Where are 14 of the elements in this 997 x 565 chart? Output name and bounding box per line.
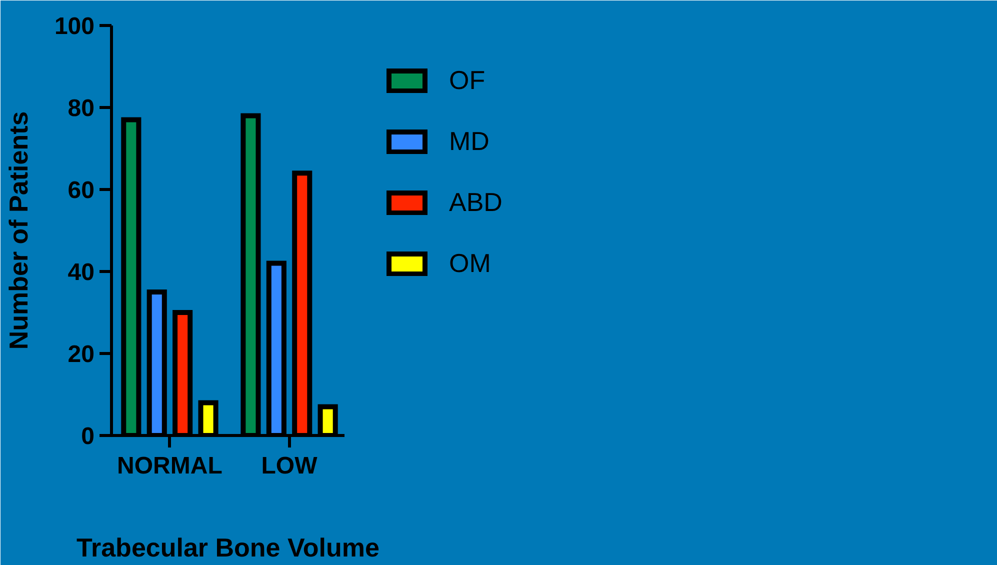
- y-tick-label: 0: [81, 423, 95, 450]
- legend-label: MD: [449, 126, 490, 157]
- legend-label: OF: [449, 65, 486, 96]
- y-tick-label: 40: [68, 259, 95, 286]
- y-axis-title: Number of Patients: [3, 111, 34, 350]
- y-tick-label: 80: [68, 95, 95, 122]
- x-axis-title: Trabecular Bone Volume: [76, 532, 380, 562]
- legend-label: ABD: [449, 187, 502, 218]
- y-tick-label: 100: [54, 13, 95, 40]
- legend-label: OM: [449, 248, 491, 279]
- x-tick-label: NORMAL: [117, 452, 222, 480]
- x-tick-label: LOW: [261, 452, 318, 480]
- y-tick-label: 20: [68, 341, 95, 368]
- y-tick-label: 60: [68, 177, 95, 204]
